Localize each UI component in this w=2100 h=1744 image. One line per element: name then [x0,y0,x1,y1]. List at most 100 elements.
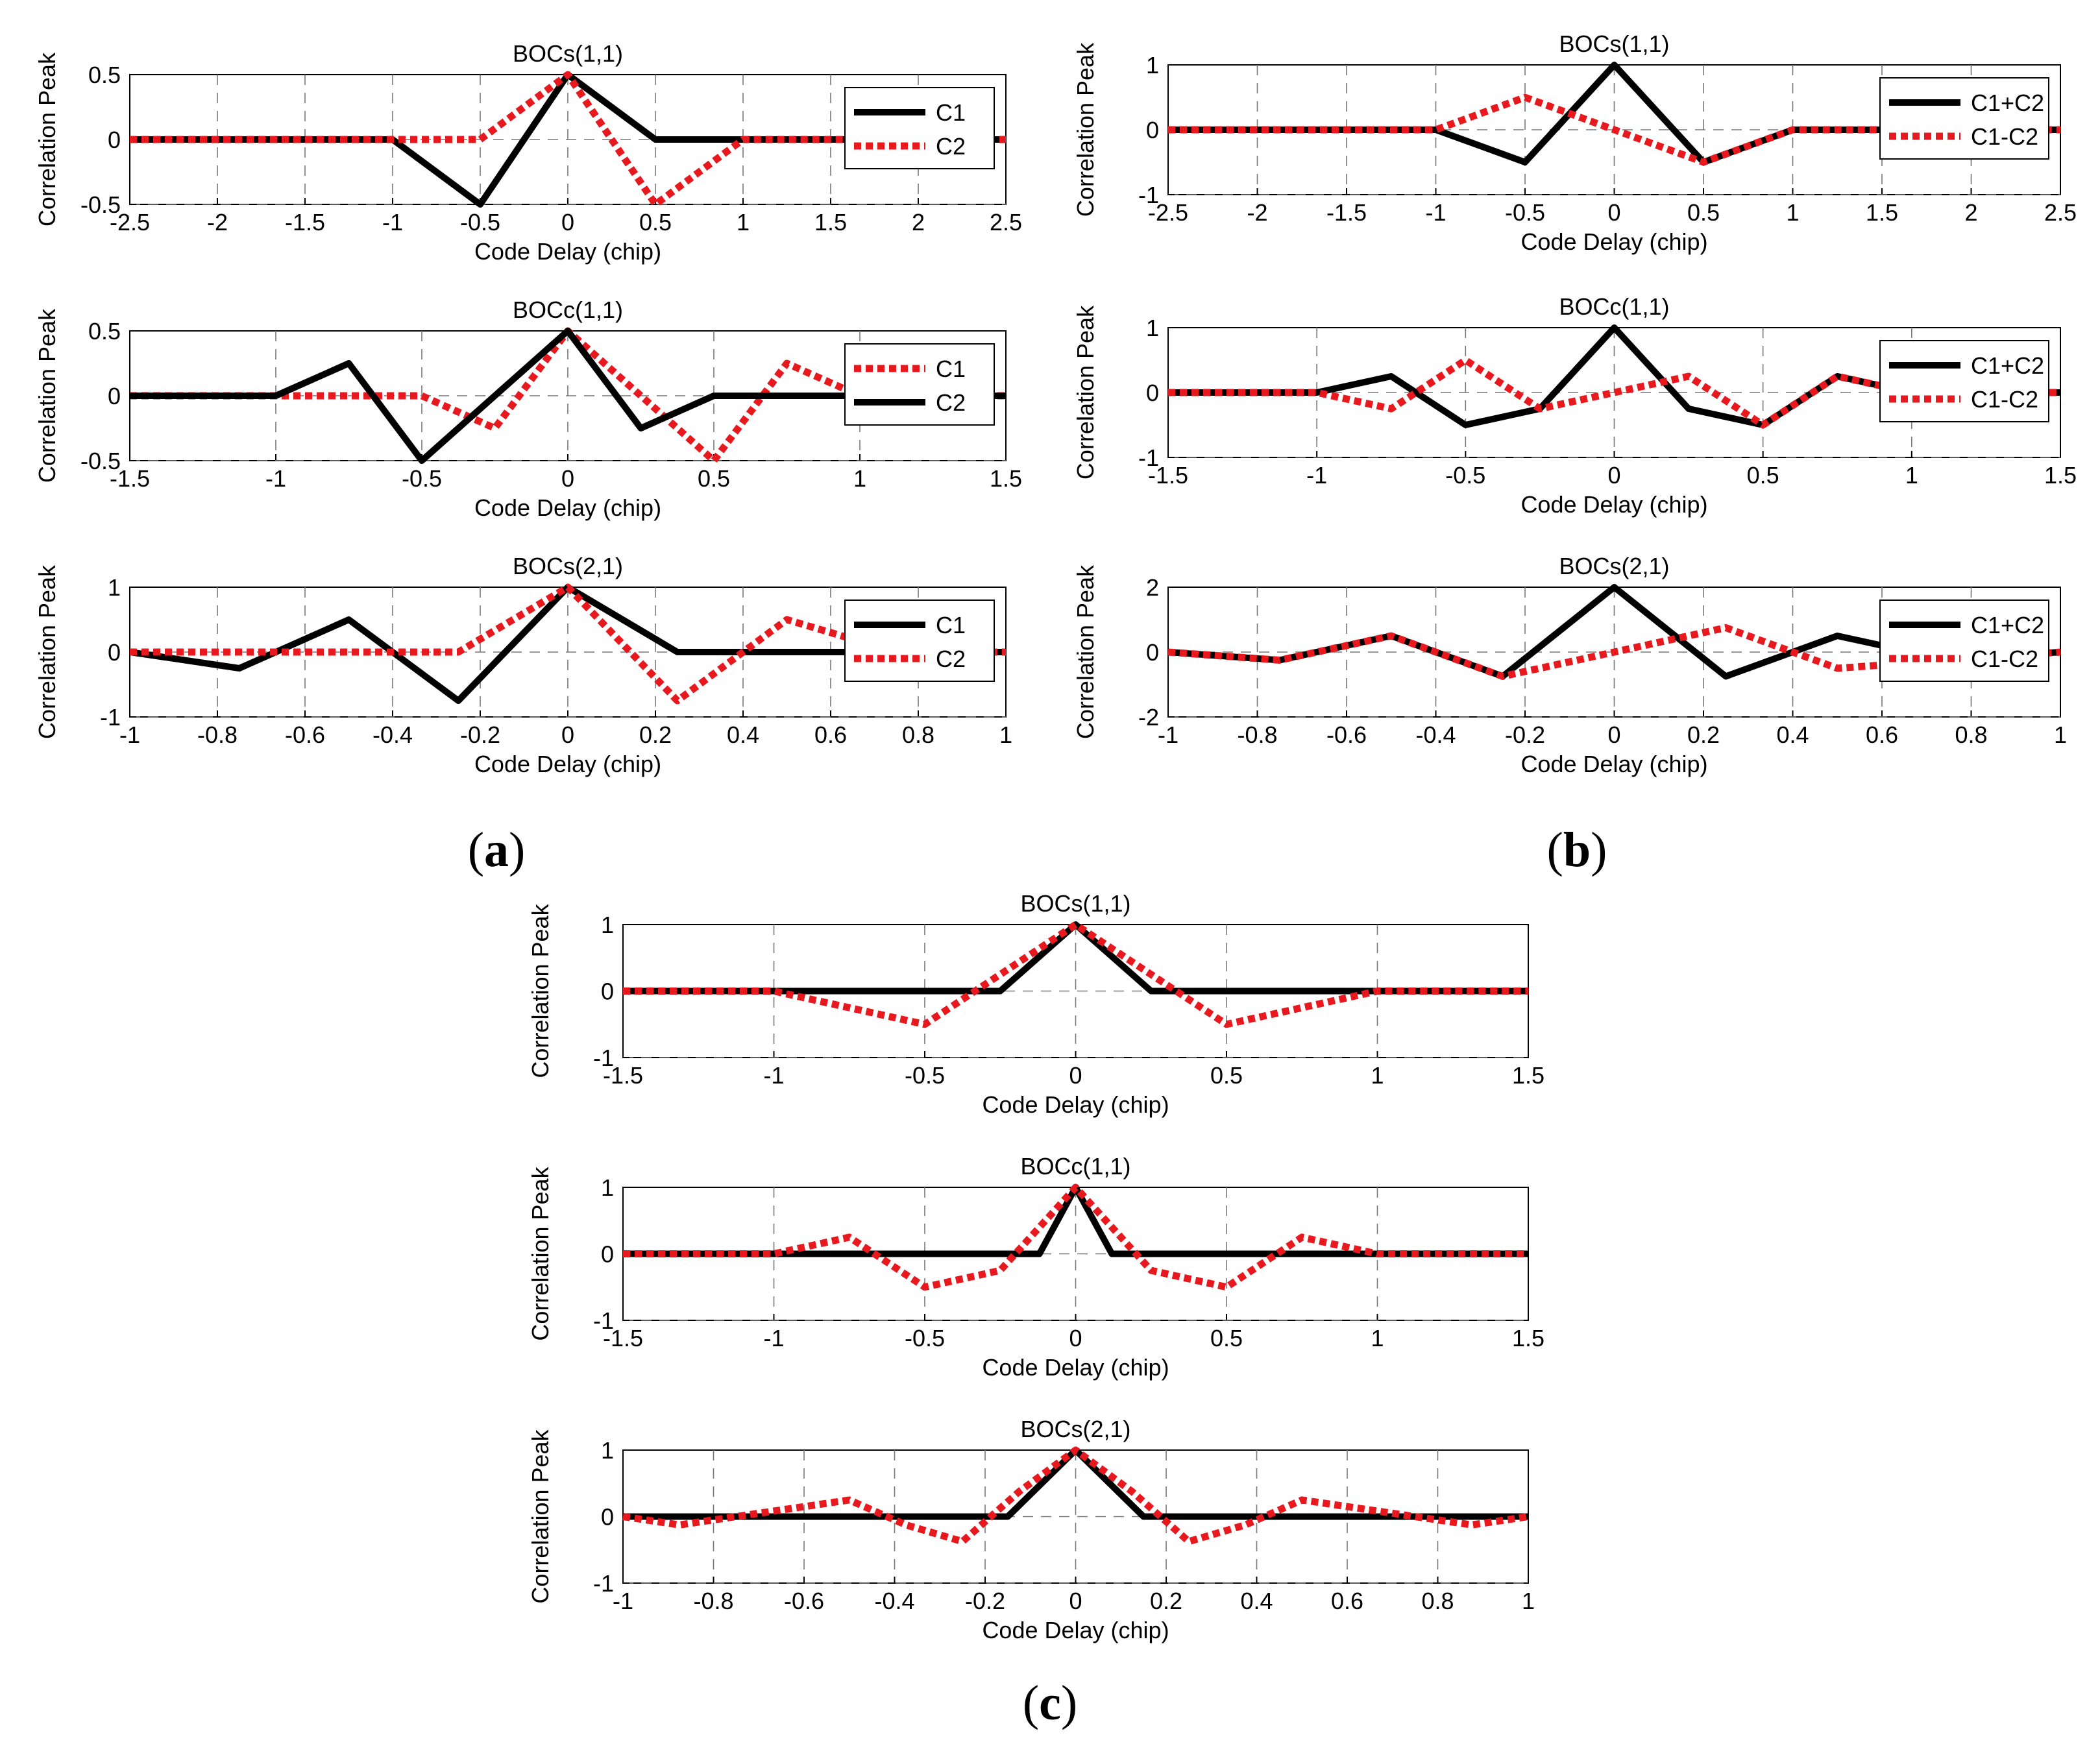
x-tick-label: 0.5 [1747,462,1779,489]
x-axis-label: Code Delay (chip) [982,1354,1169,1381]
x-tick-label: 1 [853,465,866,492]
y-tick-label: 0 [601,1504,614,1531]
chart-c3: -1 -0.8 -0.6 -0.4 -0.2 0 0.2 0.4 0.6 0.8 1 -1 0 1 BOCs… [527,1416,1535,1643]
y-axis-label: Correlation Peak [34,308,60,483]
legend-label: C1+C2 [1971,90,2044,116]
y-axis-label: Correlation Peak [527,1166,554,1340]
y-axis-label: Correlation Peak [527,903,554,1078]
legend-label: C2 [936,389,966,416]
x-tick-label: 0.2 [639,721,672,748]
y-tick-label: 1 [108,574,121,601]
legend-box [1879,600,2049,682]
y-axis-label: Correlation Peak [527,1429,554,1603]
y-tick-label: 0.5 [88,318,121,345]
legend-box [844,600,995,682]
x-tick-label: 1 [737,209,750,236]
x-tick-label: 0.5 [1210,1325,1243,1351]
series-line-2 [130,71,1006,208]
y-tick-label: -1 [593,1307,614,1334]
x-tick-label: -0.6 [285,721,325,748]
x-tick-label: -1 [763,1062,784,1089]
x-axis-label: Code Delay (chip) [474,238,661,265]
legend-box [844,87,995,169]
x-tick-label: -1.5 [285,209,325,236]
legend-label: C1+C2 [1971,612,2044,638]
x-tick-label: 1.5 [1866,199,1898,226]
x-tick-label: 1 [1905,462,1918,489]
x-axis-label: Code Delay (chip) [1520,491,1707,518]
y-tick-label: 1 [601,1174,614,1201]
x-tick-label: -0.5 [402,465,442,492]
x-tick-label: -1 [265,465,286,492]
y-tick-label: -0.5 [80,448,121,474]
x-tick-label: -0.2 [460,721,500,748]
x-tick-label: 0.8 [902,721,934,748]
chart-title: BOCc(1,1) [1559,293,1669,320]
x-tick-label: 0.5 [639,209,672,236]
panel-label-b: (b) [1547,823,1607,877]
x-tick-label: -0.5 [1505,199,1545,226]
series-line-2 [622,1446,1529,1545]
x-tick-label: -1 [1306,462,1327,489]
chart-title: BOCs(2,1) [513,553,623,579]
x-tick-label: 0 [1069,1325,1082,1351]
x-tick-label: 0.4 [1776,721,1809,748]
x-tick-label: 0.8 [1955,721,1987,748]
x-tick-label: 2 [1964,199,1977,226]
chart-b3: -1 -0.8 -0.6 -0.4 -0.2 0 0.2 0.4 0.6 0.8 1 -2 0 2 BOCs… [1072,553,2067,777]
legend-label: C1-C2 [1971,123,2038,150]
x-tick-label: -1.5 [1326,199,1367,226]
x-tick-label: 0.5 [1210,1062,1243,1089]
series-line-1 [1168,324,2060,428]
x-tick-label: 1.5 [2044,462,2077,489]
y-axis-label: Correlation Peak [1072,564,1099,739]
y-tick-label: 0 [1146,639,1159,666]
x-tick-label: 0.5 [698,465,730,492]
legend-label: C1+C2 [1971,352,2044,379]
x-tick-label: 1 [1371,1325,1384,1351]
x-tick-label: -0.5 [905,1325,945,1351]
x-tick-label: 1.5 [814,209,847,236]
y-tick-label: -1 [593,1570,614,1597]
y-tick-label: 1 [1146,52,1159,79]
x-tick-label: -0.8 [693,1588,733,1614]
x-tick-label: -0.5 [1445,462,1485,489]
x-tick-label: 2.5 [990,209,1022,236]
legend-box [844,343,995,426]
x-tick-label: 0.2 [1150,1588,1182,1614]
x-tick-label: 1.5 [1512,1325,1544,1351]
x-tick-label: 2.5 [2044,199,2077,226]
x-tick-label: 1 [2054,721,2067,748]
y-tick-label: 0.5 [88,62,121,88]
y-tick-label: -0.5 [80,191,121,218]
x-tick-label: 0 [1069,1062,1082,1089]
x-tick-label: 0 [561,465,574,492]
x-tick-label: 1.5 [1512,1062,1544,1089]
x-tick-label: -0.6 [784,1588,824,1614]
x-tick-label: 0 [1069,1588,1082,1614]
chart-b1: -2.5 -2 -1.5 -1 -0.5 0 0.5 1 1.5 2 2.5 -1 0 1 BOCs(1,1… [1072,30,2077,255]
x-tick-label: -1 [613,1588,633,1614]
y-tick-label: 0 [1146,117,1159,143]
y-axis-label: Correlation Peak [34,564,60,739]
y-axis-label: Correlation Peak [1072,42,1099,217]
y-tick-label: -1 [100,704,121,731]
x-tick-label: 0.6 [814,721,847,748]
chart-title: BOCs(1,1) [513,40,623,67]
y-axis-label: Correlation Peak [1072,305,1099,479]
x-tick-label: -1.5 [603,1062,643,1089]
x-tick-label: 0.6 [1866,721,1898,748]
y-tick-label: 1 [601,1437,614,1464]
series-line-1 [129,584,1006,704]
x-tick-label: -0.2 [1505,721,1545,748]
legend-label: C2 [936,133,966,160]
y-tick-label: -2 [1138,704,1159,731]
x-tick-label: 1 [1786,199,1799,226]
x-tick-label: -1 [119,721,140,748]
y-tick-label: -1 [593,1045,614,1071]
chart-title: BOCs(2,1) [1020,1416,1130,1442]
